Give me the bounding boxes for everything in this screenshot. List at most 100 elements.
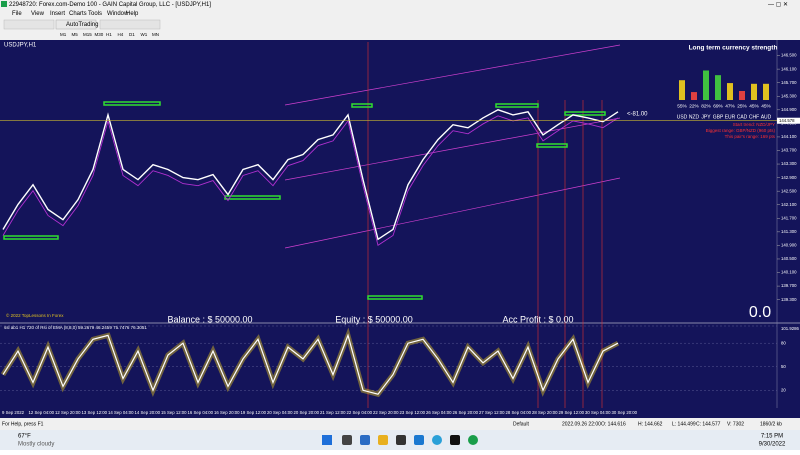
price-tick-label: 143.300: [781, 161, 797, 166]
time-label: 20 Sep 20:00: [294, 410, 320, 415]
menu-item[interactable]: Insert: [50, 11, 65, 17]
time-label: 19 Sep 12:00: [241, 410, 267, 415]
temperature: 67°F: [18, 434, 31, 440]
price-tick-label: 143.700: [781, 148, 797, 153]
price-tick-label: 139.300: [781, 297, 797, 302]
timeframe-button[interactable]: D1: [129, 32, 135, 37]
start-button[interactable]: [322, 435, 332, 445]
timeframe-button[interactable]: M15: [83, 32, 92, 37]
date: 9/30/2022: [759, 442, 786, 448]
strength-note: Biggest range: GBP/NZD (960 pts): [706, 128, 776, 133]
symbol-label: USDJPY,H1: [4, 43, 37, 49]
time-label: 28 Sep 04:00: [506, 410, 532, 415]
copyright: © 2022 TopLessons In Forex: [6, 312, 64, 318]
currency-label: CHF: [749, 114, 759, 120]
balance: Balance : $ 50000.00: [167, 314, 252, 324]
strength-title: Long term currency strength: [689, 45, 778, 52]
price-tick-label: 142.900: [781, 175, 797, 180]
price-shadow: [2, 115, 619, 247]
app-icon[interactable]: [450, 435, 460, 445]
current-price-box: [777, 117, 800, 124]
app-icon[interactable]: [342, 435, 352, 445]
strength-label: 22%: [689, 103, 699, 109]
price-tick-label: 144.900: [781, 107, 797, 112]
timeframe-button[interactable]: H4: [118, 32, 124, 37]
level-box: [367, 295, 423, 300]
status-traffic: 1860/2 kb: [760, 421, 782, 427]
app-icon[interactable]: [360, 435, 370, 445]
menu-item[interactable]: Charts: [69, 11, 87, 17]
app-icon[interactable]: [396, 435, 406, 445]
currency-label: AUD: [761, 114, 772, 120]
menu-item[interactable]: Window: [107, 11, 129, 17]
indicator-pane: ssl ab1 H1 720 of Rsi of EMA (8,8,0) 59.…: [0, 325, 800, 398]
big-value: 0.0: [749, 304, 771, 321]
price-pane: 146.500 146.100 145.700 145.300 144.900 144.5…: [0, 53, 800, 302]
strength-label: 47%: [725, 103, 735, 109]
app-icon[interactable]: [378, 435, 388, 445]
time-label: 12 Sep 20:00: [55, 410, 81, 415]
menu-item[interactable]: Tools: [88, 11, 102, 17]
timeframe-button[interactable]: MN: [152, 32, 159, 37]
time-label: 30 Sep 04:00: [585, 410, 611, 415]
status-items: For Help, press F1 Default 2022.09.26 22:0…: [2, 421, 782, 427]
window-controls[interactable]: — ▢ ✕: [768, 2, 788, 8]
channel: [284, 44, 621, 249]
price-tick-label: 145.700: [781, 80, 797, 85]
menu-item[interactable]: Help: [126, 11, 139, 17]
timeframe-button[interactable]: M1: [60, 32, 67, 37]
app-icon[interactable]: [414, 435, 424, 445]
time-label: 30 Sep 20:00: [612, 410, 638, 415]
strength-bar: [763, 83, 769, 100]
status-high: H: 144.662: [638, 421, 663, 427]
price-tick-label: 140.900: [781, 243, 797, 248]
time-label: 14 Sep 04:00: [108, 410, 134, 415]
time-label: 9 Sep 2022: [2, 410, 25, 415]
menu-item[interactable]: File: [12, 11, 22, 17]
status-volume: V: 7302: [727, 421, 744, 427]
autotrading-button[interactable]: [55, 19, 97, 30]
time-label: 16 Sep 20:00: [214, 410, 240, 415]
indicator-tick-label: 50: [781, 364, 786, 369]
time-label: 14 Sep 20:00: [135, 410, 161, 415]
level-box: [536, 143, 568, 148]
level-box: [564, 111, 606, 116]
status-bar: [0, 418, 800, 430]
status-low: L: 144.499: [672, 421, 696, 427]
toolbar-buttons[interactable]: [99, 19, 161, 30]
time-label: 15 Sep 12:00: [161, 410, 187, 415]
timeframe-button[interactable]: H1: [106, 32, 112, 37]
toolbar-buttons[interactable]: [3, 19, 55, 30]
level-box: [351, 103, 373, 108]
app-icon[interactable]: [432, 435, 442, 445]
timeframe-button[interactable]: M30: [95, 32, 104, 37]
price-line: [2, 109, 619, 241]
time-label: 22 Sep 04:00: [347, 410, 373, 415]
strength-label: 55%: [677, 103, 687, 109]
price-tick-label: 140.100: [781, 270, 797, 275]
timeframe-button[interactable]: M5: [72, 32, 79, 37]
level-box: [3, 235, 59, 240]
time-label: 13 Sep 12:00: [82, 410, 108, 415]
strength-label: 82%: [701, 103, 711, 109]
currency-label: NZD: [689, 114, 700, 120]
strength-bar: [727, 83, 733, 100]
menu-item[interactable]: View: [31, 11, 45, 17]
currency-label: CAD: [737, 114, 748, 120]
channel-line: [284, 117, 621, 181]
profit: Acc Profit : $ 0.00: [502, 314, 573, 324]
timeframe-button[interactable]: W1: [141, 32, 148, 37]
price-tick-label: 144.100: [781, 134, 797, 139]
strength-label: 25%: [737, 103, 747, 109]
equity: Equity : $ 50000.00: [335, 314, 413, 324]
session-lines: [367, 42, 603, 408]
app-icon[interactable]: [468, 435, 478, 445]
time-label: 20 Sep 04:00: [267, 410, 293, 415]
status-profile: Default: [513, 421, 529, 427]
autotrading-label[interactable]: AutoTrading: [66, 22, 98, 28]
indicator-tick-label: 80: [781, 340, 786, 345]
currency-label: EUR: [725, 114, 736, 120]
status-open: O: 144.616: [601, 421, 626, 427]
